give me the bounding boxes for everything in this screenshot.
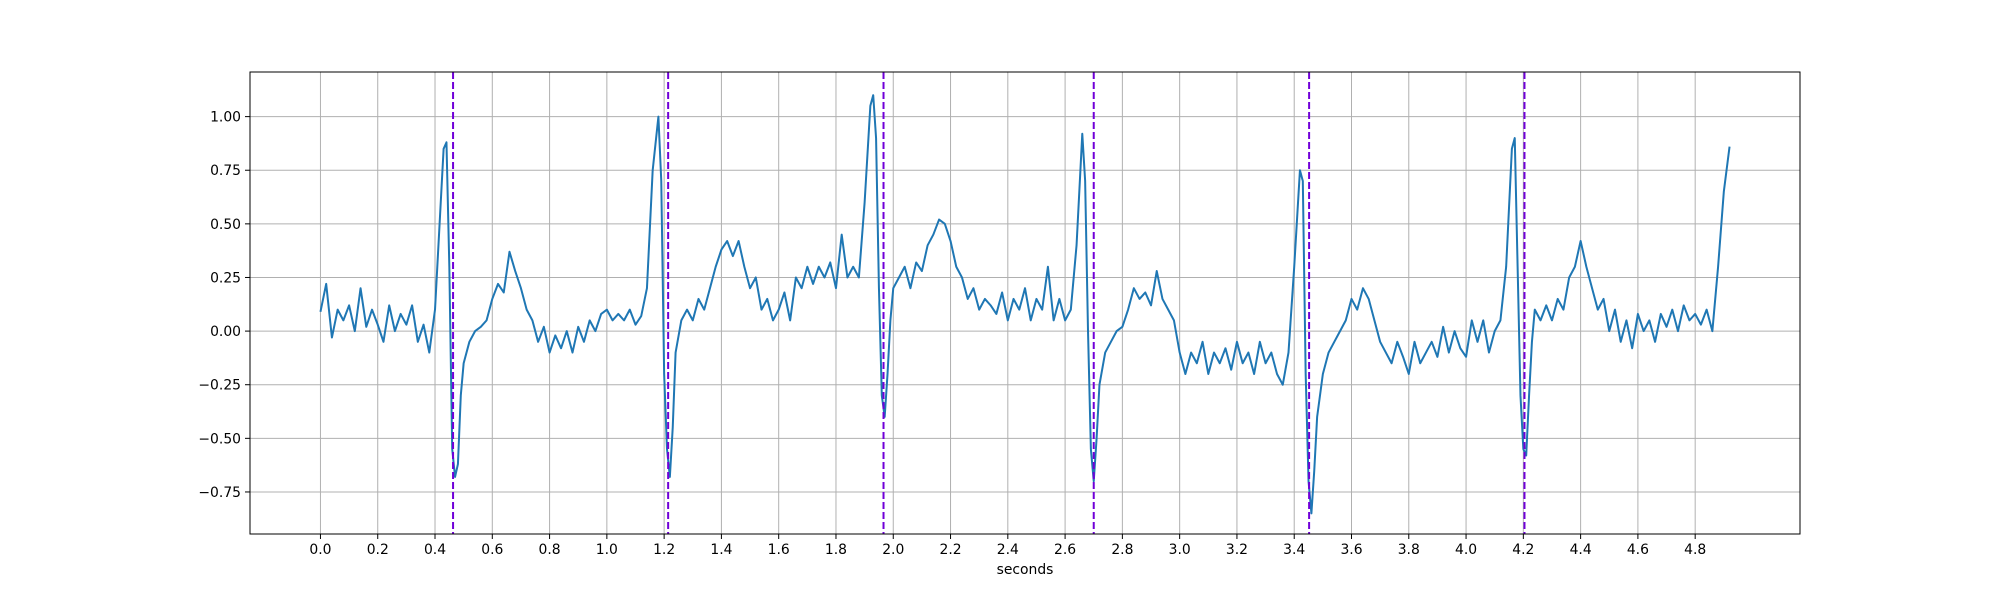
y-tick-label: −0.50	[198, 431, 241, 447]
x-axis-label: seconds	[997, 562, 1054, 578]
x-tick-label: 4.4	[1570, 542, 1592, 558]
y-tick-label: 0.50	[210, 217, 241, 233]
x-tick-label: 0.0	[309, 542, 331, 558]
x-tick-label: 2.2	[939, 542, 961, 558]
x-tick-label: 1.4	[710, 542, 732, 558]
x-tick-label: 2.0	[882, 542, 904, 558]
x-tick-label: 0.8	[539, 542, 561, 558]
x-tick-label: 3.0	[1169, 542, 1191, 558]
x-tick-label: 1.0	[596, 542, 618, 558]
axes-frame	[249, 71, 1801, 535]
x-tick-label: 3.2	[1226, 542, 1248, 558]
signal-line	[319, 94, 1731, 515]
x-tick-label: 3.4	[1283, 542, 1305, 558]
x-tick-label: 3.8	[1398, 542, 1420, 558]
y-tick-label: 0.00	[210, 324, 241, 340]
x-tick-label: 2.8	[1111, 542, 1133, 558]
x-tick-label: 4.8	[1684, 542, 1706, 558]
y-tick-label: −0.25	[198, 378, 241, 394]
x-tick-label: 0.6	[481, 542, 503, 558]
x-tick-label: 1.8	[825, 542, 847, 558]
x-tick-label: 3.6	[1340, 542, 1362, 558]
y-tick-label: 1.00	[210, 110, 241, 126]
x-tick-label: 0.2	[367, 542, 389, 558]
x-tick-label: 2.6	[1054, 542, 1076, 558]
x-tick-label: 4.2	[1512, 542, 1534, 558]
x-tick-label: 4.6	[1627, 542, 1649, 558]
x-tick-label: 4.0	[1455, 542, 1477, 558]
y-tick-label: 0.75	[210, 163, 241, 179]
x-tick-label: 0.4	[424, 542, 446, 558]
x-tick-label: 1.6	[768, 542, 790, 558]
x-tick-label: 1.2	[653, 542, 675, 558]
x-tick-label: 2.4	[997, 542, 1019, 558]
y-tick-label: 0.25	[210, 270, 241, 286]
y-tick-label: −0.75	[198, 485, 241, 501]
